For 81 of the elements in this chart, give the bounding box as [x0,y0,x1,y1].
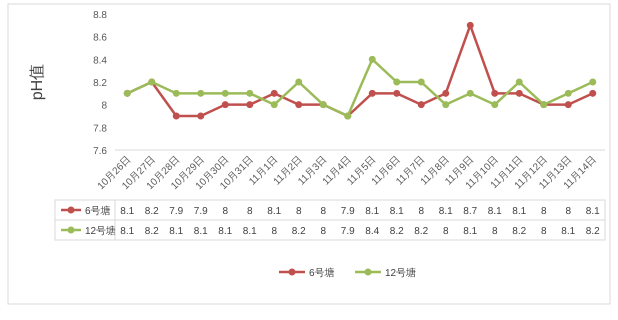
data-label: 8.2 [512,226,527,237]
data-label: 8.1 [267,206,282,217]
point [442,90,450,97]
data-label: 7.9 [169,206,184,217]
data-label: 8.2 [414,226,429,237]
data-label: 7.9 [340,206,356,217]
data-label: 8.1 [586,206,600,217]
data-label: 7.9 [340,226,356,237]
text: 12号塘 [385,268,416,279]
data-label: 8.1 [463,226,478,237]
y-tick-label: 8.2 [93,78,108,89]
data-label: 8.1 [488,206,502,217]
point [197,112,204,120]
y-tick-label: 8 [101,100,108,112]
data-label: 8 [540,206,547,217]
point [564,101,572,108]
point [418,78,425,86]
point [368,90,376,97]
y-axis-title: pH值 [29,64,46,100]
legend-label: 6号塘 [85,205,111,217]
point [393,78,400,86]
data-label: 8 [320,226,326,237]
data-label: 8 [271,226,278,237]
data-label: 8 [222,206,228,217]
data-label: 8.2 [586,226,600,237]
point [295,101,302,108]
point [222,90,229,97]
point [589,78,596,86]
data-label: 8.1 [120,226,135,237]
point [564,90,572,97]
data-label: 8 [442,226,449,237]
text: 6号塘 [309,268,335,279]
data-label: 8.2 [292,226,306,237]
data-label: 7.9 [194,206,208,217]
y-tick-label: 7.6 [93,146,108,157]
y-tick-label: 8.8 [93,10,108,21]
data-label: 8 [296,206,302,217]
y-tick-label: 8.4 [93,55,108,66]
data-label: 8.1 [512,206,527,217]
point [197,90,204,97]
point [295,78,302,86]
point [491,101,498,108]
data-label: 8.1 [218,226,233,237]
point [270,101,278,108]
point [246,101,254,108]
data-label: 8.1 [194,226,208,237]
data-label: 8.2 [390,226,404,237]
data-label: 8.1 [390,206,404,217]
point [491,90,498,97]
point [589,90,596,97]
data-label: 8.7 [463,206,478,217]
point [516,78,523,86]
point [516,90,523,97]
data-label: 8.1 [438,206,454,217]
point [418,101,425,108]
point [222,101,229,108]
point [466,22,474,29]
point [393,90,400,97]
data-label: 8 [565,206,572,217]
point [466,90,474,97]
data-label: 8 [246,206,253,217]
data-label: 8 [418,206,424,217]
data-label: 8 [320,206,326,217]
point [368,56,376,63]
point [172,90,180,97]
point [442,101,450,108]
data-label: 8.1 [242,226,258,237]
data-label: 8.1 [120,206,135,217]
point [246,90,254,97]
data-label: 8 [492,226,498,237]
data-label: 8 [540,226,547,237]
data-label: 8.2 [144,226,160,237]
data-label: 8.1 [365,206,380,217]
data-label: 8.1 [561,226,576,237]
point [270,90,278,97]
point [172,112,180,120]
y-tick-label: 8.6 [93,32,108,44]
data-label: 8.4 [365,226,380,237]
data-label: 8.1 [169,226,184,237]
y-tick-label: 7.8 [93,123,108,134]
data-label: 8.2 [144,206,160,217]
